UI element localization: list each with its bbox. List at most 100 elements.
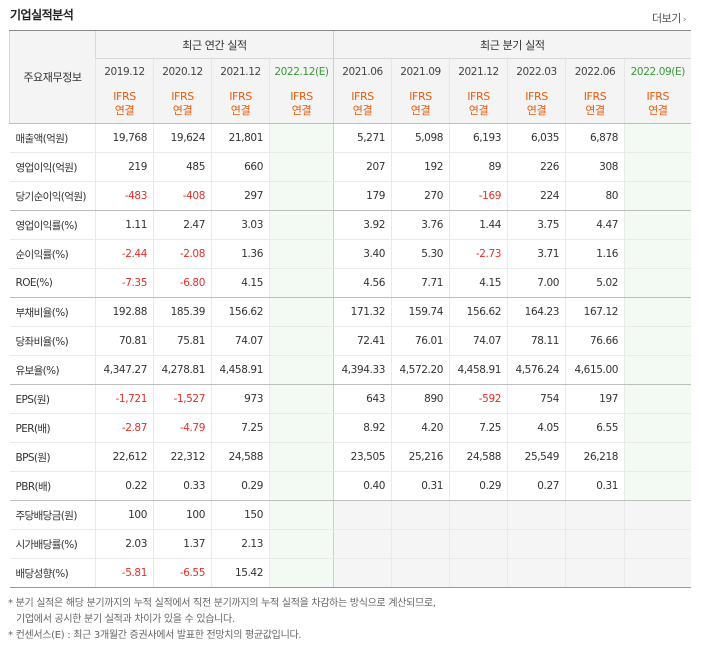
value-cell: 5,098 bbox=[391, 123, 450, 153]
value-cell: -408 bbox=[153, 181, 212, 211]
value-cell: -4.79 bbox=[153, 413, 212, 443]
period-header: 2022.09(E) bbox=[624, 58, 691, 85]
table-row: ROE(%) -7.35 -6.80 4.15 4.56 7.71 4.15 7.00 5.02 bbox=[9, 268, 691, 298]
ifrs-consolidated-label: IFRS 연결 bbox=[153, 85, 212, 124]
value-cell: 70.81 bbox=[95, 326, 154, 356]
row-label: PBR(배) bbox=[9, 471, 96, 501]
period-header: 2020.12 bbox=[153, 58, 212, 85]
table-row: 영업이익률(%) 1.11 2.47 3.03 3.92 3.76 1.44 3.75 4.47 bbox=[9, 210, 691, 240]
row-label: 영업이익(억원) bbox=[9, 152, 96, 182]
value-cell: 4,458.91 bbox=[211, 355, 270, 385]
value-cell: 4,572.20 bbox=[391, 355, 450, 385]
ifrs-label: IFRS bbox=[409, 90, 432, 103]
value-cell: 19,768 bbox=[95, 123, 154, 153]
value-cell: -483 bbox=[95, 181, 154, 211]
more-link[interactable]: 더보기 › bbox=[652, 10, 687, 26]
value-cell: 219 bbox=[95, 152, 154, 182]
row-label: 당좌비율(%) bbox=[9, 326, 96, 356]
value-cell: 5,271 bbox=[333, 123, 392, 153]
row-label: 부채비율(%) bbox=[9, 297, 96, 327]
value-cell: 2.47 bbox=[153, 210, 212, 240]
value-cell: -1,527 bbox=[153, 384, 212, 414]
row-label: ROE(%) bbox=[9, 268, 96, 298]
value-cell bbox=[624, 123, 691, 153]
section-title: 기업실적분석 bbox=[10, 8, 74, 22]
value-cell: -6.55 bbox=[153, 558, 212, 588]
quarterly-header: 최근 분기 실적 bbox=[333, 31, 691, 59]
value-cell: 7.25 bbox=[449, 413, 508, 443]
ifrs-consolidated-label: IFRS 연결 bbox=[268, 85, 334, 124]
value-cell: -2.44 bbox=[95, 239, 154, 269]
value-cell: 4.15 bbox=[449, 268, 508, 298]
table-row: 당기순이익(억원) -483 -408 297 179 270 -169 224 80 bbox=[9, 181, 691, 211]
value-cell bbox=[624, 471, 691, 501]
ifrs-consolidated-label: IFRS 연결 bbox=[624, 85, 691, 124]
value-cell bbox=[391, 558, 450, 588]
ifrs-label: IFRS bbox=[467, 90, 490, 103]
chevron-right-icon: › bbox=[682, 15, 687, 25]
ifrs-label: IFRS bbox=[351, 90, 374, 103]
value-cell: 0.29 bbox=[211, 471, 270, 501]
value-cell: 24,588 bbox=[449, 442, 508, 472]
value-cell bbox=[268, 297, 334, 327]
value-cell: 89 bbox=[449, 152, 508, 182]
value-cell bbox=[565, 500, 625, 530]
value-cell bbox=[268, 442, 334, 472]
value-cell: 74.07 bbox=[449, 326, 508, 356]
value-cell bbox=[268, 558, 334, 588]
value-cell bbox=[333, 529, 392, 559]
consolidated-label: 연결 bbox=[352, 104, 373, 117]
value-cell: 192.88 bbox=[95, 297, 154, 327]
value-cell: 3.76 bbox=[391, 210, 450, 240]
value-cell: 4.05 bbox=[507, 413, 566, 443]
value-cell: 890 bbox=[391, 384, 450, 414]
value-cell bbox=[624, 500, 691, 530]
value-cell: 754 bbox=[507, 384, 566, 414]
value-cell: 185.39 bbox=[153, 297, 212, 327]
value-cell: 4.56 bbox=[333, 268, 392, 298]
value-cell: 5.02 bbox=[565, 268, 625, 298]
footnote-line: * 분기 실적은 해당 분기까지의 누적 실적에서 직전 분기까지의 누적 실적… bbox=[8, 598, 436, 609]
value-cell bbox=[624, 268, 691, 298]
value-cell bbox=[268, 471, 334, 501]
table-row: EPS(원) -1,721 -1,527 973 643 890 -592 754 197 bbox=[9, 384, 691, 414]
value-cell: 485 bbox=[153, 152, 212, 182]
value-cell bbox=[268, 181, 334, 211]
value-cell bbox=[333, 558, 392, 588]
period-header: 2019.12 bbox=[95, 58, 154, 85]
value-cell: 192 bbox=[391, 152, 450, 182]
value-cell: 75.81 bbox=[153, 326, 212, 356]
value-cell bbox=[565, 558, 625, 588]
table-row: 시가배당률(%) 2.03 1.37 2.13 bbox=[9, 529, 691, 559]
value-cell: 167.12 bbox=[565, 297, 625, 327]
more-label[interactable]: 더보기 bbox=[652, 12, 681, 25]
value-cell: 25,549 bbox=[507, 442, 566, 472]
ifrs-consolidated-label: IFRS 연결 bbox=[449, 85, 508, 124]
value-cell bbox=[507, 529, 566, 559]
footnotes: * 분기 실적은 해당 분기까지의 누적 실적에서 직전 분기까지의 누적 실적… bbox=[8, 596, 688, 644]
value-cell: 4.15 bbox=[211, 268, 270, 298]
financial-table: 주요재무정보 최근 연간 실적 최근 분기 실적 2019.12 2020.12 2… bbox=[9, 31, 691, 588]
row-label: 시가배당률(%) bbox=[9, 529, 96, 559]
value-cell bbox=[449, 500, 508, 530]
row-label: PER(배) bbox=[9, 413, 96, 443]
table-row: 영업이익(억원) 219 485 660 207 192 89 226 308 bbox=[9, 152, 691, 182]
value-cell: -592 bbox=[449, 384, 508, 414]
value-cell: -1,721 bbox=[95, 384, 154, 414]
value-cell: 0.31 bbox=[391, 471, 450, 501]
value-cell: 171.32 bbox=[333, 297, 392, 327]
value-cell: 3.40 bbox=[333, 239, 392, 269]
header-row-ifrs: IFRS 연결 IFRS 연결 IFRS 연결 IFRS 연결 IFRS 연결 IFRS 연결 IFRS… bbox=[10, 85, 691, 124]
value-cell: 0.27 bbox=[507, 471, 566, 501]
value-cell: 156.62 bbox=[449, 297, 508, 327]
period-header: 2021.12 bbox=[449, 58, 508, 85]
value-cell: 3.03 bbox=[211, 210, 270, 240]
period-header: 2022.06 bbox=[565, 58, 625, 85]
header-row-groups: 주요재무정보 최근 연간 실적 최근 분기 실적 bbox=[9, 31, 691, 124]
value-cell: 6,193 bbox=[449, 123, 508, 153]
value-cell bbox=[268, 152, 334, 182]
value-cell: 197 bbox=[565, 384, 625, 414]
value-cell: 24,588 bbox=[211, 442, 270, 472]
top-divider bbox=[9, 30, 691, 31]
value-cell bbox=[268, 123, 334, 153]
